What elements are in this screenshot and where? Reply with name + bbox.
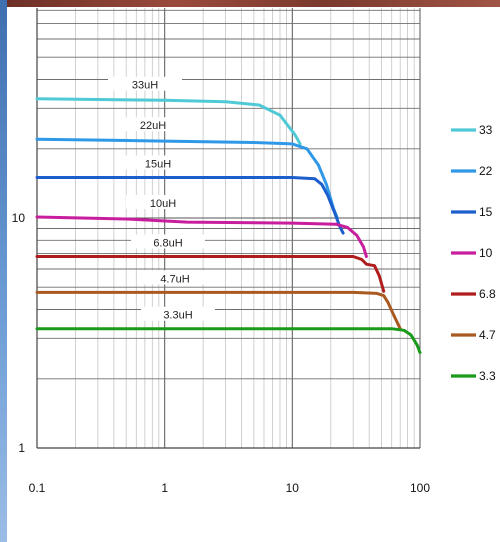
- legend-label-6.8: 6.8: [479, 287, 496, 301]
- chart-series: [35, 97, 422, 355]
- series-label-3.3: 3.3uH: [163, 310, 192, 322]
- series-label-background: [121, 155, 195, 170]
- series-line-33: [35, 97, 302, 146]
- series-line-3.3: [35, 327, 422, 355]
- x-tick-label: 0.1: [29, 481, 46, 495]
- legend-label-4.7: 4.7: [479, 328, 496, 342]
- legend-label-33: 33: [479, 123, 493, 137]
- chart-grid: [36, 8, 421, 449]
- y-tick-label: 1: [18, 441, 25, 455]
- series-label-10: 10uH: [150, 198, 176, 210]
- x-tick-label: 100: [410, 481, 430, 495]
- series-label-22: 22uH: [140, 120, 166, 132]
- series-label-background: [126, 195, 200, 210]
- x-tick-label: 10: [286, 481, 300, 495]
- series-line-15: [35, 176, 345, 235]
- series-label-6.8: 6.8uH: [153, 238, 182, 250]
- legend-label-15: 15: [479, 205, 493, 219]
- legend-label-22: 22: [479, 164, 493, 178]
- series-line-10: [35, 215, 368, 258]
- series-label-background: [108, 76, 182, 91]
- series-label-4.7: 4.7uH: [160, 273, 189, 285]
- axis-ticks: 0.1 1 10 100 1 10: [12, 211, 431, 495]
- x-tick-label: 1: [161, 481, 168, 495]
- y-tick-label: 10: [12, 211, 26, 225]
- series-label-background: [116, 117, 190, 132]
- series-label-background: [138, 270, 212, 285]
- left-decorative-strip: [0, 0, 7, 542]
- series-label-background: [131, 234, 205, 249]
- series-label-33: 33uH: [132, 80, 158, 92]
- top-decorative-strip: [0, 0, 500, 7]
- series-line-6.8: [35, 255, 386, 293]
- legend-label-3.3: 3.3: [479, 369, 496, 383]
- series-label-background: [141, 306, 215, 321]
- chart-legend: 33 22 15 10 6.8 4.7 3.3: [451, 123, 496, 383]
- legend-label-10: 10: [479, 246, 493, 260]
- series-inline-labels: 33uH 22uH 15uH 10uH 6.8uH 4.7uH 3.3uH: [108, 76, 215, 322]
- series-line-4.7: [35, 290, 402, 331]
- series-label-15: 15uH: [145, 158, 171, 170]
